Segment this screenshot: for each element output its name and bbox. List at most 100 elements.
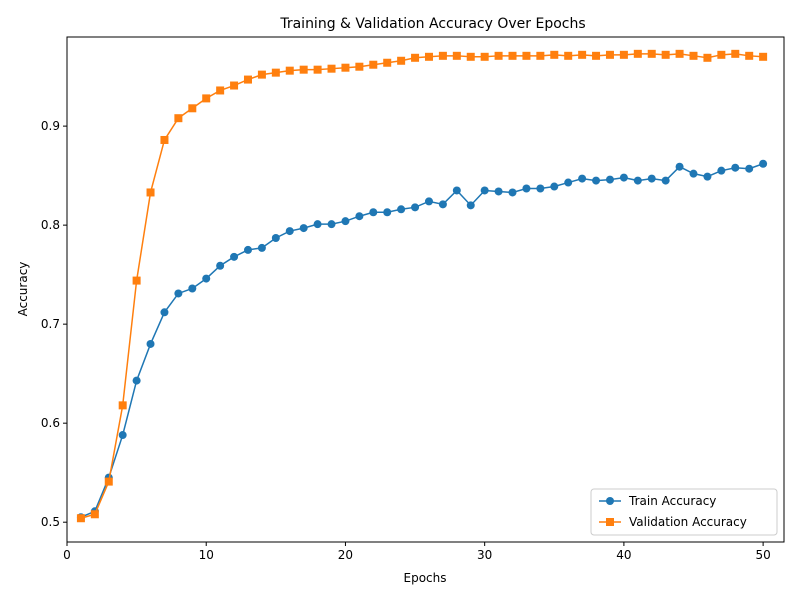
data-point bbox=[188, 104, 197, 113]
data-point bbox=[494, 51, 503, 60]
data-point bbox=[146, 188, 155, 197]
data-point bbox=[745, 164, 754, 173]
data-point bbox=[299, 65, 308, 74]
data-point bbox=[592, 176, 601, 185]
plot-series bbox=[76, 49, 768, 523]
x-tick-label: 40 bbox=[616, 548, 631, 562]
data-point bbox=[550, 50, 559, 59]
data-point bbox=[633, 49, 642, 58]
legend-item: Validation Accuracy bbox=[599, 515, 747, 529]
legend-box bbox=[590, 488, 778, 536]
data-point bbox=[424, 52, 433, 61]
x-axis-label: Epochs bbox=[404, 571, 447, 585]
data-point bbox=[216, 86, 225, 95]
data-point bbox=[480, 186, 489, 195]
data-point bbox=[536, 184, 545, 193]
data-point bbox=[313, 220, 322, 229]
legend-label: Validation Accuracy bbox=[629, 515, 747, 529]
data-point bbox=[132, 376, 141, 385]
data-point bbox=[285, 227, 294, 236]
legend-marker bbox=[606, 518, 614, 526]
series-validation-accuracy bbox=[76, 49, 768, 523]
legend-marker bbox=[606, 497, 614, 505]
data-point bbox=[536, 51, 545, 60]
data-point bbox=[605, 50, 614, 59]
data-point bbox=[759, 159, 768, 168]
data-point bbox=[188, 284, 197, 293]
data-point bbox=[438, 200, 447, 209]
data-point bbox=[299, 224, 308, 233]
data-point bbox=[661, 50, 670, 59]
data-point bbox=[564, 51, 573, 60]
data-point bbox=[411, 203, 420, 212]
data-point bbox=[146, 339, 155, 348]
data-point bbox=[327, 220, 336, 229]
data-point bbox=[397, 56, 406, 65]
y-tick-label: 0.8 bbox=[41, 218, 60, 232]
data-point bbox=[341, 63, 350, 72]
data-point bbox=[619, 50, 628, 59]
data-point bbox=[174, 114, 183, 123]
data-point bbox=[731, 163, 740, 172]
data-point bbox=[508, 188, 517, 197]
data-point bbox=[369, 60, 378, 69]
data-point bbox=[564, 178, 573, 187]
data-point bbox=[174, 289, 183, 298]
data-point bbox=[759, 52, 768, 61]
data-point bbox=[703, 172, 712, 181]
x-tick-label: 10 bbox=[199, 548, 214, 562]
data-point bbox=[675, 162, 684, 171]
data-point bbox=[271, 234, 280, 243]
y-tick-label: 0.9 bbox=[41, 119, 60, 133]
data-point bbox=[411, 53, 420, 62]
data-point bbox=[104, 477, 113, 486]
y-tick-label: 0.5 bbox=[41, 515, 60, 529]
data-point bbox=[745, 51, 754, 60]
data-point bbox=[369, 208, 378, 217]
data-point bbox=[132, 276, 141, 285]
data-point bbox=[578, 174, 587, 183]
data-point bbox=[661, 176, 670, 185]
data-point bbox=[452, 51, 461, 60]
data-point bbox=[466, 201, 475, 210]
data-point bbox=[230, 252, 239, 261]
legend-label: Train Accuracy bbox=[628, 494, 716, 508]
x-tick-label: 20 bbox=[338, 548, 353, 562]
data-point bbox=[633, 176, 642, 185]
data-point bbox=[160, 308, 169, 317]
data-point bbox=[578, 50, 587, 59]
data-point bbox=[160, 135, 169, 144]
data-point bbox=[202, 94, 211, 103]
data-point bbox=[647, 49, 656, 58]
data-point bbox=[243, 245, 252, 254]
data-point bbox=[230, 81, 239, 90]
y-tick-label: 0.6 bbox=[41, 416, 60, 430]
data-point bbox=[257, 243, 266, 252]
data-point bbox=[341, 217, 350, 226]
data-point bbox=[689, 169, 698, 178]
data-point bbox=[313, 65, 322, 74]
data-point bbox=[438, 51, 447, 60]
data-point bbox=[619, 173, 628, 182]
data-point bbox=[397, 205, 406, 214]
data-point bbox=[90, 510, 99, 519]
data-point bbox=[355, 212, 364, 221]
data-point bbox=[383, 208, 392, 217]
y-tick-label: 0.7 bbox=[41, 317, 60, 331]
data-point bbox=[494, 187, 503, 196]
x-tick-label: 50 bbox=[755, 548, 770, 562]
data-point bbox=[383, 58, 392, 67]
chart-title: Training & Validation Accuracy Over Epoc… bbox=[279, 16, 585, 32]
data-point bbox=[327, 64, 336, 73]
data-point bbox=[257, 70, 266, 79]
data-point bbox=[592, 51, 601, 60]
data-point bbox=[703, 53, 712, 62]
data-point bbox=[550, 182, 559, 191]
x-tick-label: 0 bbox=[63, 548, 71, 562]
data-point bbox=[466, 52, 475, 61]
data-point bbox=[522, 184, 531, 193]
data-point bbox=[508, 51, 517, 60]
data-point bbox=[605, 175, 614, 184]
data-point bbox=[271, 68, 280, 77]
